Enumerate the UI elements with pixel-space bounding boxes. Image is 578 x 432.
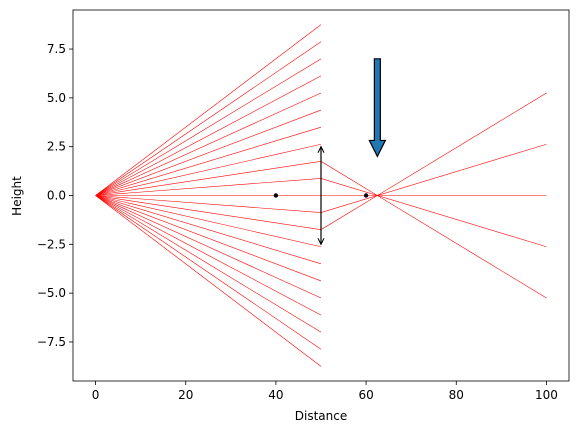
focal-point-marker: [363, 193, 369, 198]
x-axis: 0 20 40 60 80 100: [92, 381, 558, 402]
y-tick-label: 5.0: [47, 91, 66, 105]
ray-blocked: [95, 195, 322, 248]
y-axis: −7.5 −5.0 −2.5 0.0 2.5 5.0 7.5: [37, 42, 73, 349]
ray-blocked: [95, 109, 322, 196]
ray-blocked: [95, 75, 322, 196]
focal-point-marker: [273, 193, 279, 198]
image-arrow-layer: [368, 58, 387, 158]
ray-blocked: [95, 195, 322, 265]
ray-blocked: [95, 195, 322, 299]
x-tick-label: 0: [92, 388, 100, 402]
focal-points-layer: [273, 193, 369, 198]
ray-blocked: [95, 126, 322, 196]
y-tick-label: 2.5: [47, 140, 66, 154]
x-tick-label: 100: [535, 388, 558, 402]
lens-layer: [317, 145, 325, 246]
ray-blocked: [95, 41, 322, 196]
ray-blocked: [95, 195, 322, 367]
ray-blocked: [95, 58, 322, 196]
x-tick-label: 20: [178, 388, 193, 402]
y-tick-label: −5.0: [37, 286, 66, 300]
x-tick-label: 60: [358, 388, 373, 402]
y-tick-label: −7.5: [37, 335, 66, 349]
lens-arrowhead-bottom: [317, 238, 325, 246]
ray-blocked: [95, 195, 322, 282]
ray-blocked: [95, 195, 322, 333]
ray-blocked: [95, 24, 322, 196]
ray-blocked: [95, 143, 322, 196]
ray-blocked: [95, 195, 322, 316]
x-tick-label: 80: [449, 388, 464, 402]
ray-blocked: [95, 92, 322, 196]
y-axis-label: Height: [10, 176, 24, 216]
image-arrow: [368, 58, 387, 158]
y-tick-label: 7.5: [47, 42, 66, 56]
x-axis-label: Distance: [295, 409, 347, 423]
y-tick-label: 0.0: [47, 189, 66, 203]
x-tick-label: 40: [268, 388, 283, 402]
lens-arrowhead-top: [317, 145, 325, 153]
y-tick-label: −2.5: [37, 237, 66, 251]
ray-blocked: [95, 195, 322, 350]
